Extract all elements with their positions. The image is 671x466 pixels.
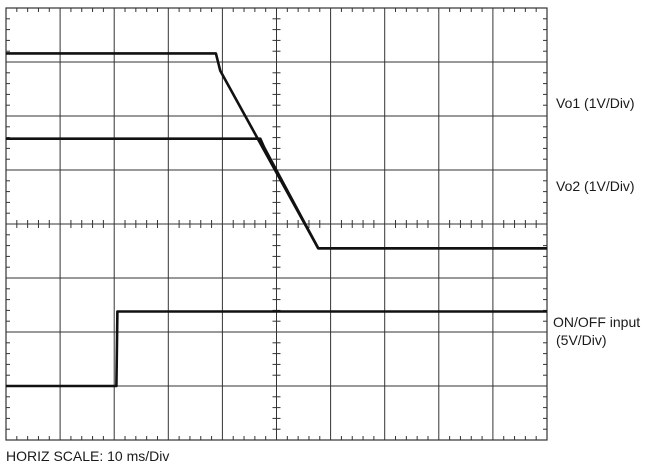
x-axis-label: HORIZ SCALE: 10 ms/Div bbox=[6, 448, 170, 464]
trace-label-onoff-scale: (5V/Div) bbox=[556, 332, 607, 348]
trace-onoff-input bbox=[6, 310, 547, 388]
trace-vo2 bbox=[6, 137, 547, 250]
trace-label-vo1: Vo1 (1V/Div) bbox=[556, 95, 635, 111]
traces bbox=[6, 52, 547, 388]
trace-label-vo2: Vo2 (1V/Div) bbox=[556, 178, 635, 194]
trace-label-onoff: ON/OFF input bbox=[553, 314, 641, 330]
graticule bbox=[5, 7, 548, 441]
